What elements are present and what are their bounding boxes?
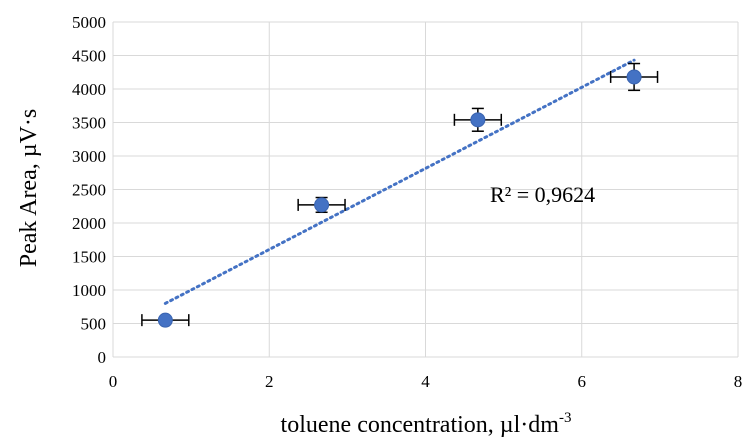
y-tick-label: 4000: [72, 80, 106, 99]
y-tick-label: 3000: [72, 147, 106, 166]
trendline-group: [163, 58, 636, 305]
y-tick-label: 2000: [72, 214, 106, 233]
y-tick-label: 0: [98, 348, 107, 367]
y-tick-label: 3500: [72, 114, 106, 133]
y-tick-labels: 0 500 1000 1500 2000 2500 3000 3500 4000 4500 5000: [72, 13, 106, 367]
x-axis-title-superscript: -3: [559, 410, 572, 426]
data-point-marker: [314, 197, 330, 213]
y-tick-label: 1000: [72, 281, 106, 300]
x-axis-title-main: toluene concentration, µl·dm: [281, 412, 560, 438]
y-tick-label: 500: [81, 315, 107, 334]
data-point-marker: [626, 69, 642, 85]
y-tick-label: 5000: [72, 13, 106, 32]
data-point-marker: [157, 312, 173, 328]
x-tick-label: 4: [421, 372, 430, 391]
y-axis-title: Peak Area, µV·s: [16, 109, 42, 267]
y-tick-label: 4500: [72, 47, 106, 66]
y-tick-label: 2500: [72, 181, 106, 200]
x-tick-labels: 0 2 4 6 8: [109, 372, 743, 391]
y-tick-label: 1500: [72, 248, 106, 267]
data-point-marker: [470, 112, 486, 128]
data-points: [157, 69, 642, 328]
grid: [112, 21, 739, 358]
trendline: [163, 58, 636, 305]
x-tick-label: 6: [578, 372, 587, 391]
x-axis-title: toluene concentration, µl·dm-3: [281, 410, 572, 438]
x-tick-label: 8: [734, 372, 743, 391]
x-tick-label: 0: [109, 372, 118, 391]
r-squared-annotation: R² = 0,9624: [490, 182, 595, 207]
x-tick-label: 2: [265, 372, 274, 391]
